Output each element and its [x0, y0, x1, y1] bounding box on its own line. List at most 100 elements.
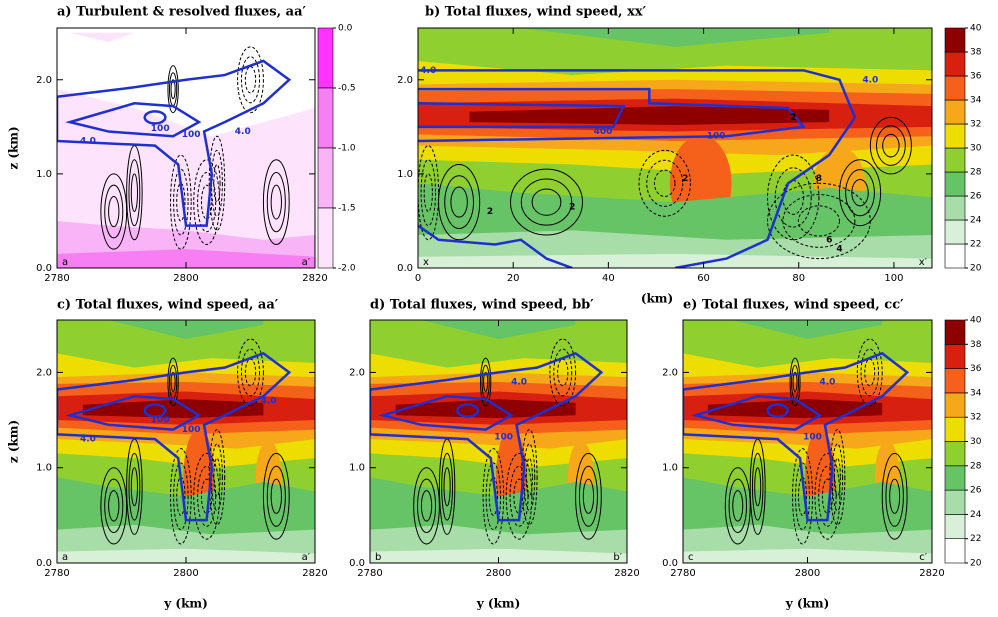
colorbar-segment [944, 514, 966, 540]
flux-contour [193, 159, 221, 245]
x-tick-label: 2800 [795, 568, 820, 579]
field [370, 320, 627, 563]
contour-label: 2 [790, 113, 796, 123]
colorbar-tick-label: 20 [970, 559, 982, 569]
flux-contour [211, 443, 223, 512]
blue-contour [143, 110, 167, 125]
colorbar-segment [944, 416, 966, 442]
flux-contour [821, 478, 833, 514]
x-tick-label: 2800 [173, 568, 198, 579]
flux-contour [767, 154, 820, 241]
x-tick-label: 100 [884, 273, 903, 284]
colorbar-tick-label: 22 [970, 240, 981, 250]
contour-label: 4.0 [420, 66, 436, 76]
flux-contour [200, 478, 213, 514]
blue-contour [690, 394, 823, 431]
flux-contour [100, 467, 128, 545]
flux-contour [724, 467, 751, 545]
flux-contour [483, 371, 489, 392]
contour-label: 4 [836, 245, 842, 255]
section-end: x′ [919, 257, 928, 268]
x-tick-label: 60 [697, 273, 710, 284]
panel-title: c) Total fluxes, wind speed, aa′ [57, 298, 279, 313]
section-end: b [375, 552, 381, 563]
blue-contour [683, 351, 910, 522]
flux-contour [860, 348, 879, 397]
colorbar-tick-label: 24 [970, 216, 982, 226]
flux-contour [213, 457, 221, 497]
colorbar-tick-label: 40 [970, 24, 982, 34]
flux-contour [833, 457, 841, 497]
flux-contour [266, 171, 286, 233]
contour-label: 4.0 [235, 127, 251, 137]
contour-label: 2 [487, 207, 493, 217]
section-end: a [62, 552, 68, 563]
flux-contour [838, 159, 882, 227]
flux-contour [237, 338, 264, 407]
colorbar-segment [944, 219, 966, 245]
flux-contour [521, 429, 538, 526]
flux-contour [882, 133, 900, 158]
field-band [108, 320, 264, 340]
flux-contour [480, 357, 492, 407]
field-band [395, 399, 576, 419]
x-tick-label: 2820 [919, 568, 944, 579]
x-tick-label: 2820 [302, 568, 327, 579]
colorbar-segment [944, 123, 966, 149]
section-end: x [423, 257, 429, 268]
x-tick-label: 40 [602, 273, 615, 284]
blue-contour [418, 102, 626, 129]
colorbar-tick-label: 30 [970, 144, 982, 154]
contour-label: 2 [569, 202, 575, 212]
flux-contour [818, 465, 837, 527]
flux-contour [128, 159, 141, 227]
colorbar-segment [317, 27, 334, 89]
section-end: a [62, 257, 68, 268]
flux-contour [270, 184, 282, 220]
flux-contour [211, 149, 223, 217]
flux-contour [831, 443, 844, 512]
colorbar-tick-label: 34 [970, 96, 982, 106]
flux-contour [653, 169, 676, 197]
field-band [707, 399, 883, 419]
flux-contour [754, 467, 762, 507]
flux-contour [792, 448, 813, 545]
contour-label: 100 [803, 433, 822, 443]
flux-contour [851, 179, 869, 207]
flux-contour [797, 205, 840, 237]
colorbar-tick-label: -0.5 [338, 84, 356, 94]
field-band [520, 28, 830, 47]
y-tick-label: 0.0 [36, 263, 52, 274]
blue-contour [65, 394, 202, 431]
flux-contour [167, 65, 179, 114]
flux-contour [728, 478, 747, 534]
panel-title: a) Turbulent & resolved fluxes, aa′ [57, 5, 307, 20]
flux-contour [197, 171, 217, 233]
field [683, 320, 932, 563]
field-band [370, 548, 627, 563]
blue-contour [418, 87, 806, 143]
panel-title: d) Total fluxes, wind speed, bb′ [370, 298, 594, 313]
colorbar-segment [944, 171, 966, 197]
flux-contour [798, 476, 808, 516]
x-tick-label: 2800 [173, 273, 198, 284]
y-tick-label: 2.0 [662, 367, 678, 378]
section-end: b′ [613, 552, 622, 563]
colorbar-segment [944, 441, 966, 467]
colorbar-segment [944, 343, 966, 369]
contour-label: 100 [151, 124, 170, 134]
field [418, 28, 932, 268]
colorbar-tick-label: 40 [970, 316, 982, 326]
colorbar-segment [944, 27, 966, 53]
y-tick-label: 1.0 [662, 463, 678, 474]
flux-contour [104, 184, 124, 239]
flux-contour [795, 462, 810, 531]
colorbar-tick-label: 38 [970, 48, 982, 58]
flux-contour [523, 443, 536, 512]
flux-contour [829, 429, 846, 526]
colorbar-tick-label: 38 [970, 340, 982, 350]
contour-label: 4.0 [80, 136, 96, 146]
y-tick-label: 0.0 [662, 558, 678, 569]
flux-contour [200, 184, 213, 220]
